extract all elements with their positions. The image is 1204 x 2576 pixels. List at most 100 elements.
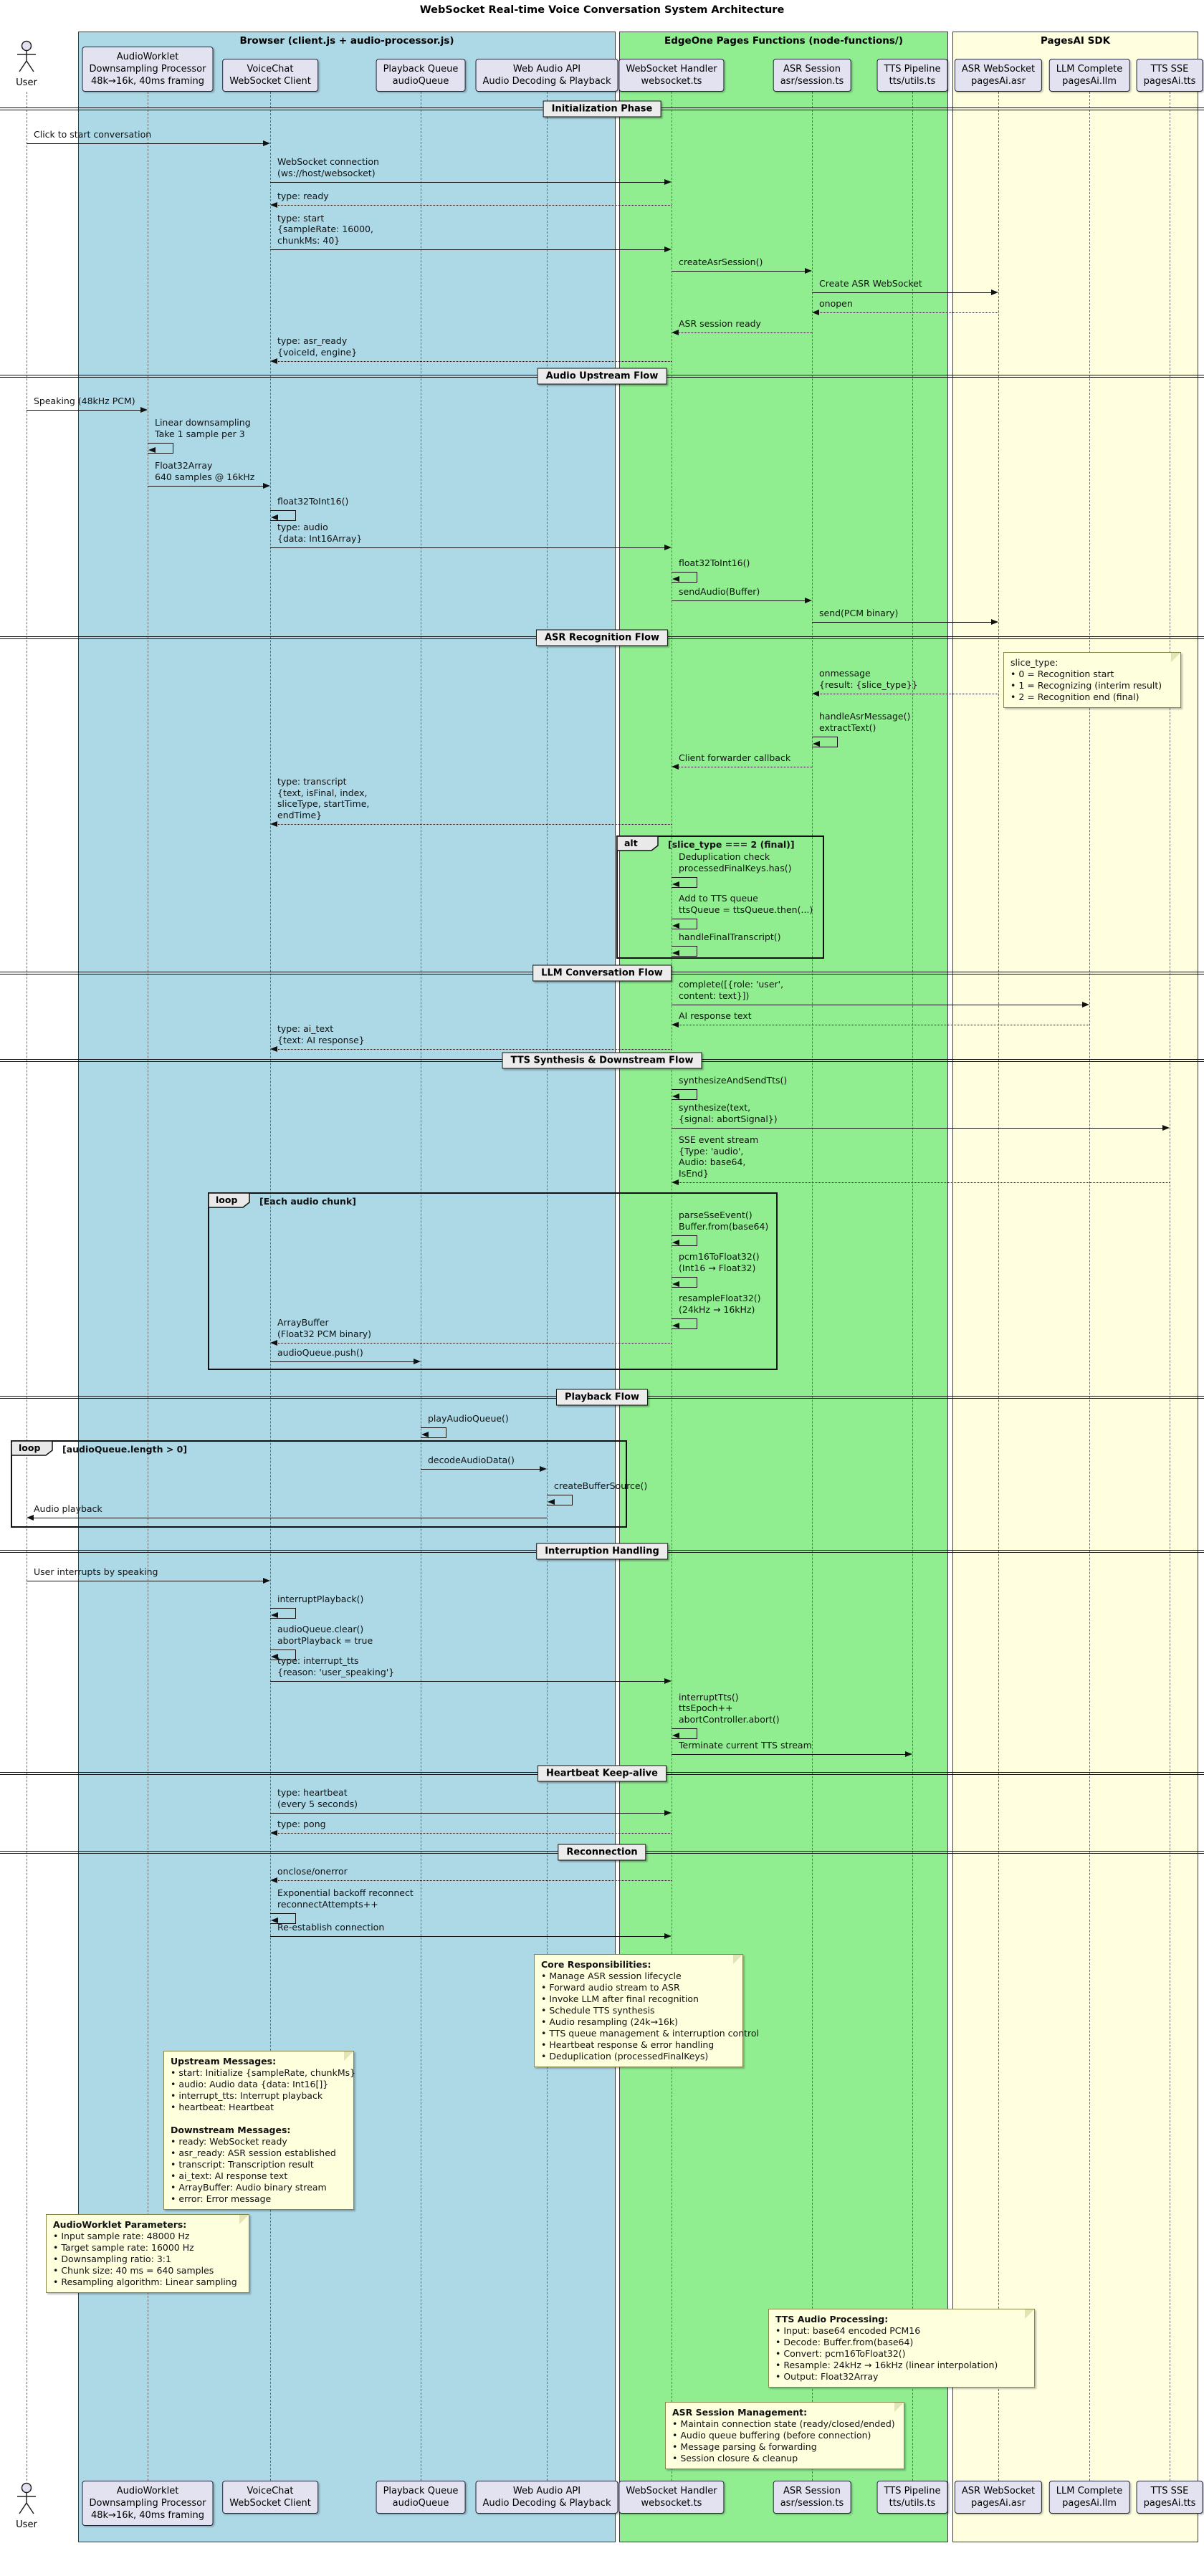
message-label-line: {sampleRate: 16000, <box>277 224 373 234</box>
message-label: createBufferSource() <box>554 1480 647 1492</box>
note-line: • Target sample rate: 16000 Hz <box>53 2242 194 2253</box>
participant-label-line: asr/session.ts <box>780 76 844 87</box>
arrowhead <box>270 1830 277 1836</box>
message-label-line: createBufferSource() <box>554 1480 648 1491</box>
message-label-line: content: text}]) <box>679 990 750 1001</box>
message-label-line: float32ToInt16() <box>277 495 349 507</box>
arrowhead <box>263 140 270 146</box>
message-label-line: interruptTts() <box>679 1691 739 1703</box>
participant-worklet-bottom: AudioWorklet Downsampling Processor 48k→16… <box>82 2481 214 2526</box>
participant-ttspipeline-top: TTS Pipeline tts/utils.ts <box>876 59 948 92</box>
participant-group-pagesai <box>952 32 1198 2542</box>
note-line <box>171 2113 347 2125</box>
note-fold-icon <box>733 1955 742 1964</box>
message-label: type: transcript {text, isFinal, index, sl… <box>277 776 369 820</box>
self-message <box>812 737 838 747</box>
arrowhead <box>271 1612 278 1618</box>
message-label: type: audio {data: Int16Array} <box>277 522 362 544</box>
participant-asrws-top: ASR WebSocket pagesAi.asr <box>954 59 1043 92</box>
note-line: • Convert: pcm16ToFloat32() <box>775 2348 906 2359</box>
participant-label-line: pagesAi.tts <box>1143 76 1196 87</box>
arrowhead <box>148 447 156 453</box>
message-label-line: audioQueue.clear() <box>277 1624 364 1634</box>
participant-ttssse-bottom: TTS SSE pagesAi.tts <box>1136 2481 1203 2514</box>
message-label: ASR session ready <box>679 318 761 330</box>
message-label-line: send(PCM binary) <box>819 607 899 618</box>
participant-ttssse-top: TTS SSE pagesAi.tts <box>1136 59 1203 92</box>
note-line: • ready: WebSocket ready <box>171 2136 287 2147</box>
arrowhead <box>664 246 672 252</box>
participant-label-line: audioQueue <box>392 2498 449 2509</box>
participant-voicechat-bottom: VoiceChat WebSocket Client <box>222 2481 318 2514</box>
actor-label: User <box>16 2519 37 2530</box>
message-label: Re-establish connection <box>277 1922 384 1933</box>
note-line: • Deduplication (processedFinalKeys) <box>541 2051 709 2062</box>
message-label: SSE event stream {Type: 'audio', Audio: ba… <box>679 1134 758 1179</box>
arrowhead <box>805 268 812 274</box>
message-label-line: type: ai_text <box>277 1023 334 1034</box>
note-line: • transcript: Transcription result <box>171 2159 314 2170</box>
message-arrow <box>148 486 264 487</box>
arrowhead <box>270 821 277 827</box>
note-line: • 0 = Recognition start <box>1010 669 1114 679</box>
arrowhead <box>271 514 278 520</box>
participant-webaudio-top: Web Audio API Audio Decoding & Playback <box>475 59 618 92</box>
arrowhead <box>672 1240 679 1245</box>
note-fold-icon <box>344 2051 353 2061</box>
message-label-line: User interrupts by speaking <box>34 1566 158 1577</box>
note-tts-audio-processing: TTS Audio Processing: • Input: base64 enc… <box>768 2309 1035 2388</box>
arrowhead <box>271 1917 278 1923</box>
message-arrow <box>672 600 806 601</box>
participant-label-line: Playback Queue <box>383 64 459 75</box>
user-actor-figure <box>16 2482 37 2519</box>
message-label: type: pong <box>277 1819 326 1830</box>
participant-label-line: LLM Complete <box>1056 64 1123 75</box>
note-fold-icon <box>1025 2309 1034 2319</box>
self-message <box>672 572 697 583</box>
arrowhead <box>672 1323 679 1328</box>
arrowhead <box>664 1678 672 1684</box>
arrowhead <box>270 1340 277 1346</box>
participant-label-line: TTS SSE <box>1150 2486 1189 2496</box>
message-label: Exponential backoff reconnect reconnectAt… <box>277 1887 414 1910</box>
message-label-line: extractText() <box>819 722 876 733</box>
note-line: • Audio resampling (24k→16k) <box>541 2016 678 2027</box>
message-label-line: decodeAudioData() <box>428 1454 515 1465</box>
self-message <box>148 443 173 454</box>
message-label-line: type: audio <box>277 522 328 532</box>
arrowhead <box>812 691 819 696</box>
message-arrow <box>276 1049 672 1050</box>
frame-tab-label: loop <box>19 1442 41 1453</box>
message-label-line: (Int16 → Float32) <box>679 1262 756 1273</box>
self-message <box>270 1649 296 1660</box>
message-label-line: type: transcript <box>277 776 347 787</box>
participant-label-line: Playback Queue <box>383 2486 459 2496</box>
message-arrow <box>677 332 812 333</box>
participant-webaudio-bottom: Web Audio API Audio Decoding & Playback <box>475 2481 618 2514</box>
message-arrow <box>276 1343 672 1344</box>
note-line: • Heartbeat response & error handling <box>541 2039 715 2050</box>
note-line: • asr_ready: ASR session established <box>171 2148 336 2158</box>
self-message <box>672 1277 697 1288</box>
participant-label-line: ASR WebSocket <box>961 64 1036 75</box>
message-label-line: type: asr_ready <box>277 335 348 346</box>
participant-llm-top: LLM Complete pagesAi.llm <box>1048 59 1130 92</box>
section-label: ASR Recognition Flow <box>535 629 669 646</box>
message-label-line: resampleFloat32() <box>679 1293 761 1303</box>
message-label: float32ToInt16() <box>679 557 750 569</box>
message-label-line: chunkMs: 40} <box>277 234 340 246</box>
participant-label-line: Audio Decoding & Playback <box>482 2498 611 2509</box>
message-label-line: sendAudio(Buffer) <box>679 585 760 597</box>
arrowhead <box>813 741 820 747</box>
participant-label-line: VoiceChat <box>247 64 294 75</box>
frame-tab: loop <box>11 1440 53 1456</box>
message-arrow <box>270 182 666 183</box>
message-label-line: interruptPlayback() <box>277 1593 364 1604</box>
message-label: ArrayBuffer (Float32 PCM binary) <box>277 1317 371 1339</box>
message-arrow <box>276 361 672 362</box>
arrowhead <box>905 1751 912 1757</box>
message-label-line: WebSocket connection <box>277 156 379 167</box>
lifeline-asrws <box>998 92 999 2481</box>
message-label: Float32Array 640 samples @ 16kHz <box>155 460 254 482</box>
arrowhead <box>664 545 672 550</box>
